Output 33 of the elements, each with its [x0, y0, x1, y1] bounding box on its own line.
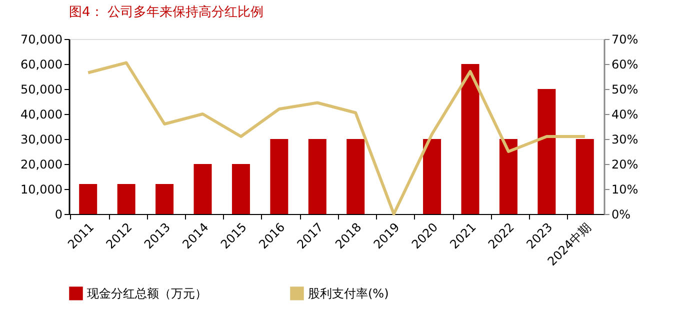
y2-tick-label: 60% [612, 58, 638, 72]
legend-label: 股利支付率(%) [308, 286, 389, 300]
bar [461, 64, 480, 214]
bar [499, 139, 518, 214]
bar [308, 139, 326, 214]
y2-tick-label: 10% [612, 182, 638, 196]
bar [538, 89, 556, 214]
bar [346, 139, 365, 214]
bar [194, 164, 212, 214]
chart-title: 图4： 公司多年来保持高分红比例 [69, 4, 264, 20]
y2-tick-label: 0% [612, 208, 631, 222]
y2-tick-label: 40% [612, 108, 638, 122]
y-tick-label: 70,000 [20, 32, 62, 46]
y-tick-label: 50,000 [20, 82, 62, 96]
y2-tick-label: 20% [612, 158, 638, 172]
y-tick-label: 30,000 [20, 132, 62, 146]
y-tick-label: 10,000 [20, 182, 62, 196]
bar [232, 164, 250, 214]
line-series [86, 61, 586, 216]
bar [423, 139, 442, 214]
y2-tick-label: 30% [612, 132, 638, 146]
y-tick-label: 60,000 [20, 58, 62, 72]
bar [270, 139, 288, 214]
bar [79, 184, 98, 214]
bar [576, 139, 594, 214]
y-tick-label: 40,000 [20, 108, 62, 122]
legend-label: 现金分红总额（万元） [87, 286, 207, 300]
y2-tick-label: 50% [612, 82, 638, 96]
y-tick-label: 20,000 [20, 158, 62, 172]
bar [156, 184, 174, 214]
y2-tick-label: 70% [612, 32, 638, 46]
bar [117, 184, 136, 214]
y-tick-label: 0 [54, 208, 62, 222]
